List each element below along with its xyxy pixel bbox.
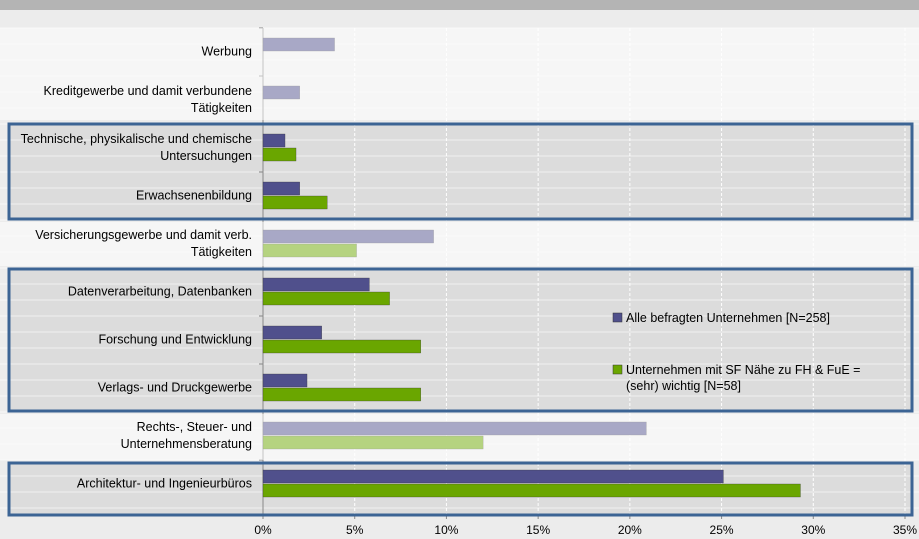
bar: [262, 85, 300, 100]
x-tick-label: 5%: [346, 523, 364, 537]
bar: [262, 421, 647, 436]
bar: [262, 483, 801, 498]
category-label: Architektur- und Ingenieurbüros: [76, 476, 252, 491]
bar: [262, 133, 286, 148]
x-tick-label: 15%: [526, 523, 550, 537]
x-tick-label: 20%: [618, 523, 642, 537]
category-label: Versicherungsgewerbe und damit verb. Tät…: [35, 228, 252, 259]
category-label: Erwachsenenbildung: [135, 188, 252, 203]
x-tick-label: 30%: [801, 523, 825, 537]
x-tick-label: 0%: [254, 523, 272, 537]
category-label: Datenverarbeitung, Datenbanken: [67, 284, 252, 299]
bar: [262, 147, 297, 162]
category-label: Verlags- und Druckgewerbe: [97, 380, 252, 395]
bar: [262, 325, 322, 340]
x-tick-label: 25%: [710, 523, 734, 537]
bar: [262, 387, 421, 402]
category-label: Werbung: [201, 44, 253, 59]
bar: [262, 37, 335, 52]
bar: [262, 435, 484, 450]
bar: [262, 195, 328, 210]
category-label: Forschung und Entwicklung: [98, 332, 252, 347]
top-band: [0, 0, 919, 10]
legend-label: Alle befragten Unternehmen [N=258]: [626, 311, 830, 325]
category-label: Kreditgewerbe und damit verbundene Tätig…: [43, 84, 252, 115]
x-tick-label: 10%: [434, 523, 458, 537]
bar: [262, 373, 308, 388]
bar: [262, 469, 724, 484]
bar: [262, 277, 370, 292]
x-tick-label: 35%: [893, 523, 917, 537]
bar: [262, 291, 390, 306]
category-label: Rechts-, Steuer- und Unternehmensberatun…: [120, 420, 252, 451]
bar: [262, 181, 300, 196]
bar: [262, 229, 434, 244]
bar: [262, 339, 421, 354]
legend-label: Unternehmen mit SF Nähe zu FH & FuE = (s…: [626, 363, 861, 393]
bar: [262, 243, 357, 258]
category-label: Technische, physikalische und chemische …: [20, 132, 252, 163]
